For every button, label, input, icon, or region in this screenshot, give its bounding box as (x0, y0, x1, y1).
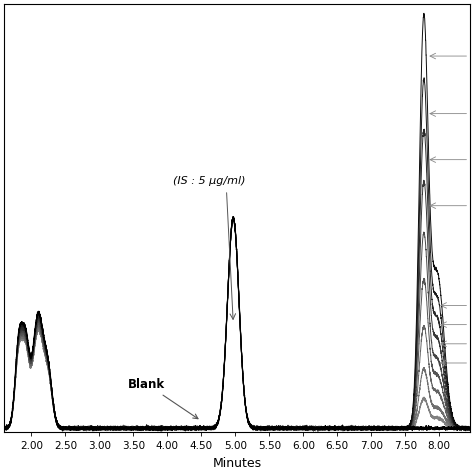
X-axis label: Minutes: Minutes (212, 457, 262, 470)
Text: (IS : 5 μg/ml): (IS : 5 μg/ml) (173, 176, 246, 186)
Text: Blank: Blank (128, 378, 198, 419)
